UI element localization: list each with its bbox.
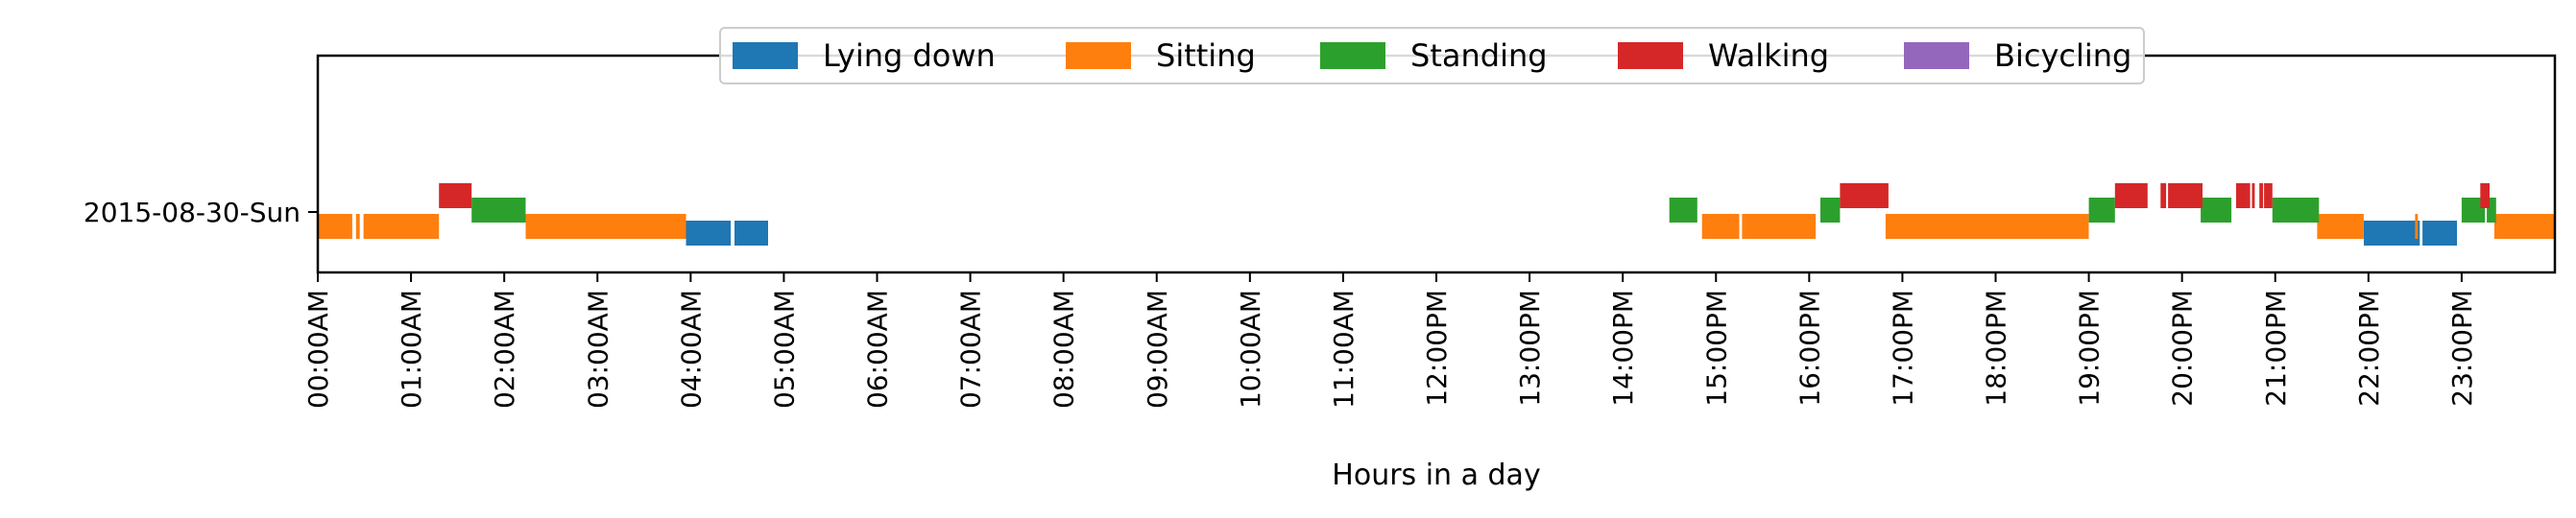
bar-sitting-7 [2317,214,2364,239]
x-tick-label: 12:00PM [1421,290,1453,407]
y-axis: 2015-08-30-Sun [84,197,318,228]
x-tick-label: 13:00PM [1514,290,1546,407]
bar-sitting-2 [363,214,440,239]
bar-sitting-5 [1742,214,1817,239]
x-tick-label: 19:00PM [2074,290,2106,407]
bar-walking-2 [2114,183,2148,208]
x-tick-label: 14:00PM [1607,290,1639,407]
x-tick-label: 04:00AM [675,290,707,409]
bar-walking-7 [2259,183,2264,208]
legend-swatch-bicycling [1904,42,1969,69]
legend-swatch-sitting [1066,42,1131,69]
bar-sitting-3 [525,214,686,239]
legend-swatch-standing [1320,42,1385,69]
x-tick-label: 15:00PM [1700,290,1732,407]
x-tick-label: 08:00AM [1048,290,1080,409]
bar-walking-4 [2168,183,2203,208]
legend: Lying down Sitting Standing Walking Bicyclin… [719,27,2145,84]
x-tick-label: 18:00PM [1981,290,2012,407]
bar-standing-0 [471,198,526,223]
plot-area-frame [316,54,2557,274]
bar-lying-down-1 [734,221,768,246]
bar-standing-3 [2088,198,2115,223]
bar-lying-down-3 [2422,221,2457,246]
x-tick-label: 10:00AM [1235,290,1266,409]
x-tick-label: 03:00AM [582,290,614,409]
bar-walking-0 [439,183,472,208]
bar-walking-6 [2251,183,2255,208]
bar-lying-down-2 [2364,221,2420,246]
legend-label-bicycling: Bicycling [1994,37,2131,74]
bar-sitting-9 [2493,214,2555,239]
x-tick-label: 11:00AM [1328,290,1360,409]
x-tick-label: 01:00AM [396,290,427,409]
x-tick-label: 23:00PM [2446,290,2478,407]
bar-walking-9 [2480,183,2490,208]
bar-sitting-4 [1701,214,1740,239]
bar-sitting-0 [318,214,352,239]
bar-walking-8 [2264,183,2273,208]
bar-sitting-6 [1885,214,2089,239]
y-tick-label: 2015-08-30-Sun [84,197,301,228]
legend-box [719,27,2145,84]
bar-lying-down-0 [686,221,732,246]
bar-sitting-8 [2415,214,2419,239]
x-tick-label: 02:00AM [489,290,520,409]
legend-label-lying-down: Lying down [823,37,996,74]
x-tick-label: 22:00PM [2353,290,2385,407]
x-axis-label: Hours in a day [1332,459,1540,492]
bar-walking-1 [1840,183,1889,208]
bar-standing-5 [2272,198,2320,223]
x-tick-label: 17:00PM [1887,290,1918,407]
bar-walking-3 [2160,183,2167,208]
x-axis: 00:00AM 01:00AM 02:00AM 03:00AM 04:00AM 05:00… [302,272,2478,409]
bar-standing-4 [2201,198,2232,223]
x-tick-label: 20:00PM [2167,290,2199,407]
x-tick-label: 09:00AM [1142,290,1173,409]
x-tick-label: 06:00AM [862,290,894,409]
x-tick-label: 21:00PM [2260,290,2292,407]
x-tick-label: 07:00AM [955,290,987,409]
legend-label-standing: Standing [1410,37,1548,74]
bar-standing-2 [1820,198,1841,223]
legend-label-walking: Walking [1708,37,1829,74]
bar-standing-1 [1669,198,1697,223]
legend-swatch-walking [1618,42,1683,69]
x-tick-label: 00:00AM [302,290,334,409]
x-tick-label: 16:00PM [1794,290,1825,407]
legend-label-sitting: Sitting [1156,37,1256,74]
legend-swatch-lying-down [733,42,798,69]
activity-bars [318,183,2555,246]
x-tick-label: 05:00AM [768,290,800,409]
bar-sitting-1 [355,214,360,239]
bar-walking-5 [2236,183,2251,208]
bar-standing-7 [2487,198,2496,223]
